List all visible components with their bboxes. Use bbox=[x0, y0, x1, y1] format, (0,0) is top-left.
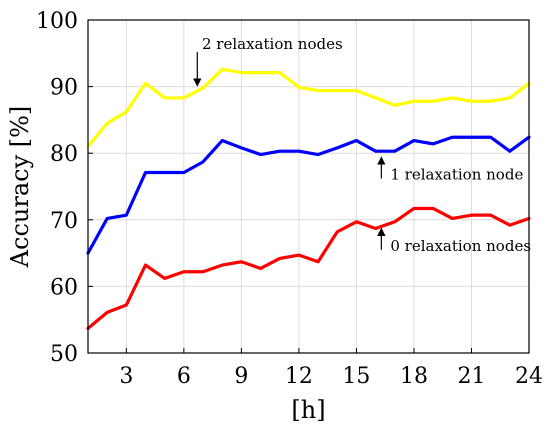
y-tick-label: 100 bbox=[36, 9, 78, 34]
series-line-two bbox=[86, 67, 531, 149]
y-axis-label: Accuracy [%] bbox=[6, 106, 34, 269]
annotation-label-one: 1 relaxation node bbox=[390, 166, 523, 184]
x-tick-label: 15 bbox=[342, 364, 370, 389]
annotation-label-zero: 0 relaxation nodes bbox=[390, 237, 531, 255]
y-tick-label: 80 bbox=[50, 142, 78, 167]
x-axis-label: [h] bbox=[291, 396, 325, 424]
grid bbox=[88, 19, 530, 354]
y-tick-label: 70 bbox=[50, 209, 78, 234]
plot-frame bbox=[87, 19, 530, 354]
x-tick-label: 6 bbox=[177, 364, 191, 389]
x-tick-label: 9 bbox=[234, 364, 248, 389]
annotation-label-two: 2 relaxation nodes bbox=[202, 35, 343, 53]
x-tick-label: 3 bbox=[119, 364, 133, 389]
series-lines bbox=[86, 67, 531, 330]
y-tick-label: 60 bbox=[50, 275, 78, 300]
y-tick-label: 50 bbox=[50, 342, 78, 367]
x-tick-label: 24 bbox=[515, 364, 543, 389]
x-tick-label: 21 bbox=[457, 364, 485, 389]
tick-labels: 3 6 9 12 15 18 21 24 50 60 70 80 90 100 bbox=[36, 9, 543, 389]
x-tick-label: 18 bbox=[400, 364, 428, 389]
annotations: 2 relaxation nodes 1 relaxation node 0 rel… bbox=[193, 35, 531, 255]
y-tick-label: 90 bbox=[50, 76, 78, 101]
series-line-zero bbox=[86, 206, 531, 330]
series-line-one bbox=[86, 135, 531, 255]
x-tick-label: 12 bbox=[285, 364, 313, 389]
